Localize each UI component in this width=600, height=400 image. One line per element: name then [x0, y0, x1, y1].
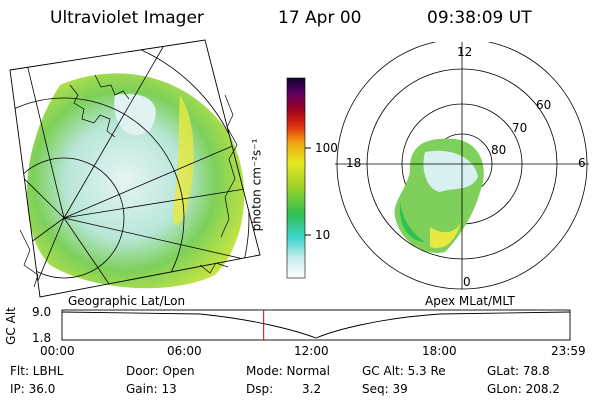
mlt-label-18: 18: [346, 156, 362, 170]
gc-alt-info: GC Alt: 5.3 Re: [362, 364, 446, 378]
date-label: 17 Apr 00: [278, 8, 362, 28]
colorbar-tick-100: 100: [315, 141, 338, 155]
time-tick-2359: 23:59: [551, 344, 586, 358]
alt-tick-low: 1.8: [32, 331, 52, 345]
polar-plot: [335, 42, 589, 290]
image-frame: [9, 39, 261, 298]
time-label: 09:38:09 UT: [427, 8, 532, 28]
colorbar-label: photon cm⁻²s⁻¹: [249, 138, 264, 232]
mode-info: Mode: Normal: [246, 364, 330, 378]
geographic-panel-label: Geographic Lat/Lon: [68, 294, 186, 308]
colorbar-tick-10: 10: [315, 228, 331, 242]
time-tick-1800: 18:00: [422, 344, 457, 358]
lat-label-60: 60: [536, 98, 552, 112]
mlt-label-12: 12: [457, 45, 473, 59]
alt-axis-label: GC Alt: [3, 307, 18, 345]
alt-tick-high: 9.0: [32, 305, 52, 319]
seq-info: Seq: 39: [362, 382, 408, 396]
color-scale-bar: [286, 77, 311, 279]
apex-panel-label: Apex MLat/MLT: [425, 294, 515, 308]
door-info: Door: Open: [126, 364, 195, 378]
app-title: Ultraviolet Imager: [50, 8, 204, 28]
dsp-label: Dsp:: [246, 382, 274, 396]
aurora-gap: [114, 94, 156, 136]
coastlines: [19, 74, 238, 288]
aurora-arc: [173, 95, 194, 226]
time-tick-1200: 12:00: [294, 344, 329, 358]
dsp-value: 3.2: [302, 382, 322, 396]
altitude-curve: [61, 311, 571, 339]
lat-label-70: 70: [512, 121, 528, 135]
geographic-image-panel: [9, 39, 261, 298]
time-tick-0600: 06:00: [167, 344, 202, 358]
lat-label-80: 80: [491, 143, 507, 157]
glat-info: GLat: 78.8: [487, 364, 550, 378]
gain-info: Gain: 13: [126, 382, 177, 396]
filter-info: Flt: LBHL: [10, 364, 64, 378]
altitude-plot: [61, 309, 571, 341]
glon-info: GLon: 208.2: [487, 382, 560, 396]
mlt-label-6: 6: [578, 156, 586, 170]
time-tick-0000: 00:00: [40, 344, 75, 358]
ip-info: IP: 36.0: [10, 382, 56, 396]
mlt-label-0: 0: [463, 275, 471, 289]
